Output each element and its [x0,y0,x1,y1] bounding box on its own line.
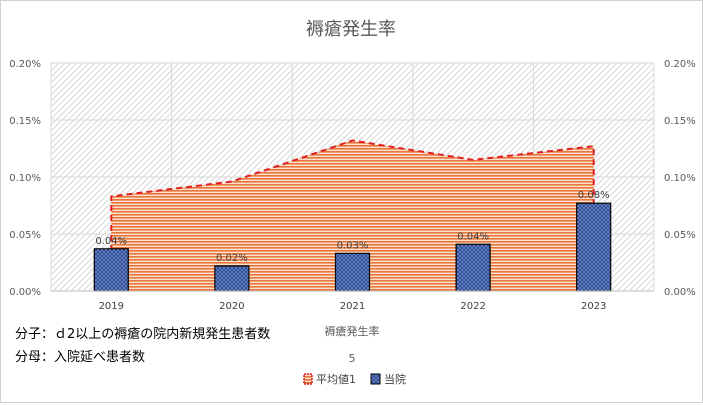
bar-data-label: 0.04% [457,231,489,242]
chart-title: 褥瘡発生率 [306,19,396,40]
x-axis-title: 褥瘡発生率 [325,324,380,338]
average-outline [110,139,595,291]
x-tick-label: 2022 [460,301,485,312]
y-tick-label-left: 0.20% [9,59,41,70]
legend-label-hospital: 当院 [384,372,406,386]
bar-data-label: 0.04% [95,236,127,247]
legend-swatch-average [303,373,313,385]
bar [214,265,250,292]
y-tick-label-right: 0.00% [664,287,696,298]
bar-data-label: 0.03% [337,240,369,251]
y-tick-label-left: 0.15% [9,116,41,127]
y-tick-label-right: 0.10% [664,173,696,184]
bar [455,243,491,292]
bar-data-label: 0.02% [216,253,248,264]
x-tick-label: 2023 [581,301,606,312]
y-tick-label-right: 0.20% [664,59,696,70]
x-tick-label: 2021 [340,301,365,312]
bar-data-label: 0.08% [578,190,610,201]
denominator-note: 分母：入院延べ患者数 [15,350,146,365]
y-tick-label-left: 0.05% [9,230,41,241]
x-axis-subtitle: 5 [349,352,356,365]
y-tick-label-left: 0.10% [9,173,41,184]
y-tick-label-right: 0.15% [664,116,696,127]
bar [576,202,612,292]
legend-label-average: 平均値1 [316,373,356,386]
y-tick-label-right: 0.05% [664,230,696,241]
legend-swatch-hospital [370,373,381,385]
x-tick-label: 2020 [219,301,244,312]
y-tick-label-left: 0.00% [9,287,41,298]
x-tick-label: 2019 [99,301,124,312]
numerator-note: 分子：ｄ2以上の褥瘡の院内新規発生患者数 [15,327,271,342]
bar [93,248,129,292]
bar [334,252,371,292]
